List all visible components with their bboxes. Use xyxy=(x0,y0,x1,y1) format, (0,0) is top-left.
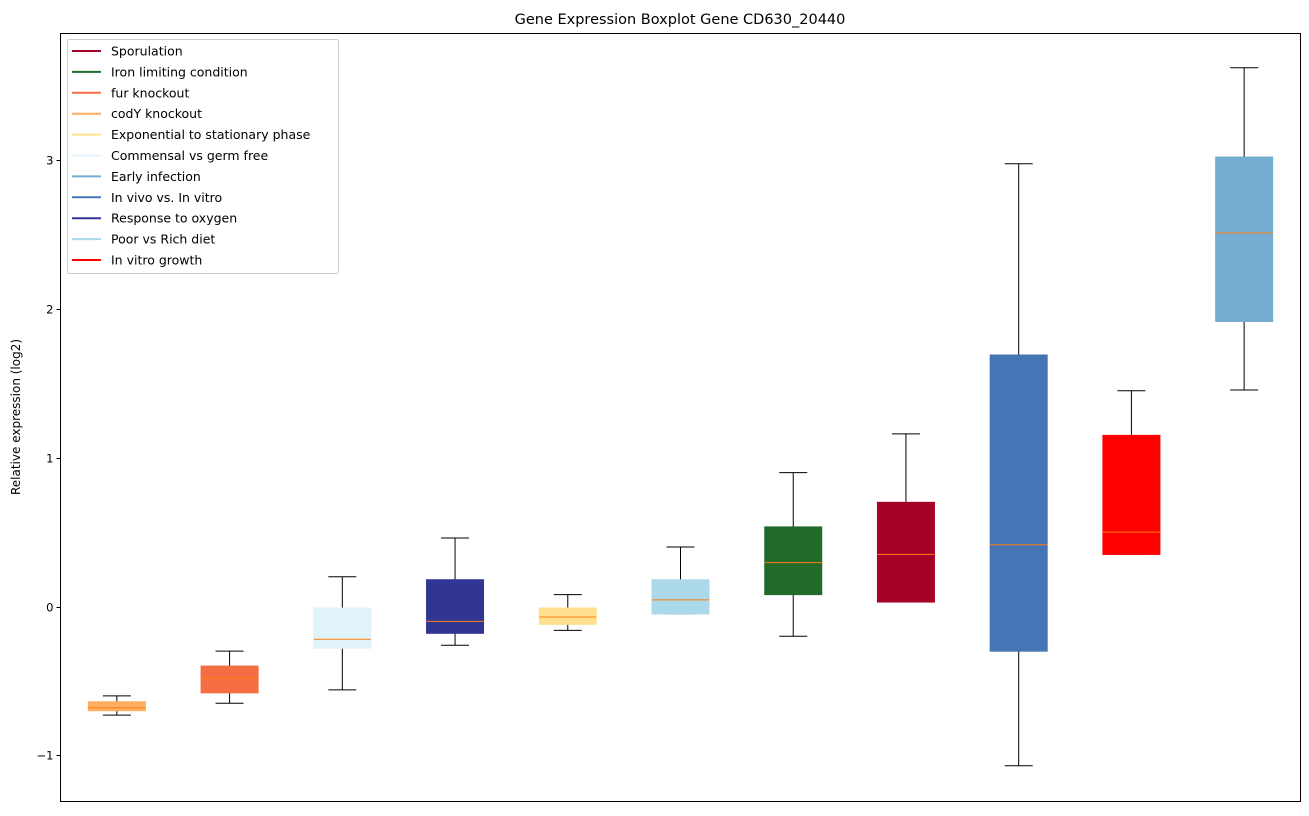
box-5 xyxy=(651,546,710,615)
legend-label: Poor vs Rich diet xyxy=(111,232,215,247)
legend-item: Poor vs Rich diet xyxy=(72,232,215,247)
box-iqr xyxy=(1215,156,1274,322)
legend-item: codY knockout xyxy=(72,106,202,121)
legend-item: Response to oxygen xyxy=(72,211,237,226)
boxes-layer xyxy=(87,67,1274,767)
y-axis: −1 0 1 2 3 xyxy=(37,154,61,763)
y-axis-label: Relative expression (log2) xyxy=(9,339,23,495)
box-9 xyxy=(1102,390,1161,555)
legend-label: codY knockout xyxy=(111,106,202,121)
legend-label: Commensal vs germ free xyxy=(111,148,268,163)
y-tick-label: 1 xyxy=(46,452,53,466)
legend: Sporulation Iron limiting condition fur kn… xyxy=(67,39,339,274)
box-iqr xyxy=(651,579,710,615)
box-2 xyxy=(313,576,372,691)
y-tick-label: −1 xyxy=(37,749,54,763)
box-iqr xyxy=(989,354,1048,652)
chart-title: Gene Expression Boxplot Gene CD630_20440 xyxy=(515,12,846,28)
box-3 xyxy=(426,537,485,646)
legend-label: Early infection xyxy=(111,169,201,184)
box-iqr xyxy=(313,607,372,649)
box-iqr xyxy=(426,579,485,634)
box-iqr xyxy=(1102,434,1161,555)
legend-label: Response to oxygen xyxy=(111,211,237,226)
legend-item: Sporulation xyxy=(72,44,183,59)
box-4 xyxy=(538,594,597,631)
legend-item: In vivo vs. In vitro xyxy=(72,190,222,205)
box-1 xyxy=(200,650,259,704)
y-tick-label: 0 xyxy=(46,601,53,615)
box-iqr xyxy=(200,665,259,694)
legend-item: fur knockout xyxy=(72,85,189,100)
box-7 xyxy=(876,433,935,603)
plot-frame xyxy=(60,33,1301,802)
legend-item: Commensal vs germ free xyxy=(72,148,268,163)
legend-label: Sporulation xyxy=(111,44,183,59)
legend-label: In vitro growth xyxy=(111,253,202,268)
y-tick-label: 3 xyxy=(46,154,53,168)
box-0 xyxy=(87,695,146,716)
legend-item: Exponential to stationary phase xyxy=(72,127,311,142)
legend-label: Exponential to stationary phase xyxy=(111,127,311,142)
legend-item: Iron limiting condition xyxy=(72,64,248,79)
y-tick-label: 2 xyxy=(46,303,53,317)
legend-item: Early infection xyxy=(72,169,201,184)
box-6 xyxy=(764,472,823,637)
box-iqr xyxy=(876,501,935,603)
box-iqr xyxy=(538,607,597,625)
box-10 xyxy=(1215,67,1274,391)
box-iqr xyxy=(87,701,146,712)
legend-label: In vivo vs. In vitro xyxy=(111,190,222,205)
legend-frame xyxy=(67,39,339,274)
legend-label: Iron limiting condition xyxy=(111,64,248,79)
legend-item: In vitro growth xyxy=(72,253,202,268)
box-iqr xyxy=(764,526,823,596)
box-8 xyxy=(989,163,1048,767)
legend-label: fur knockout xyxy=(111,85,189,100)
